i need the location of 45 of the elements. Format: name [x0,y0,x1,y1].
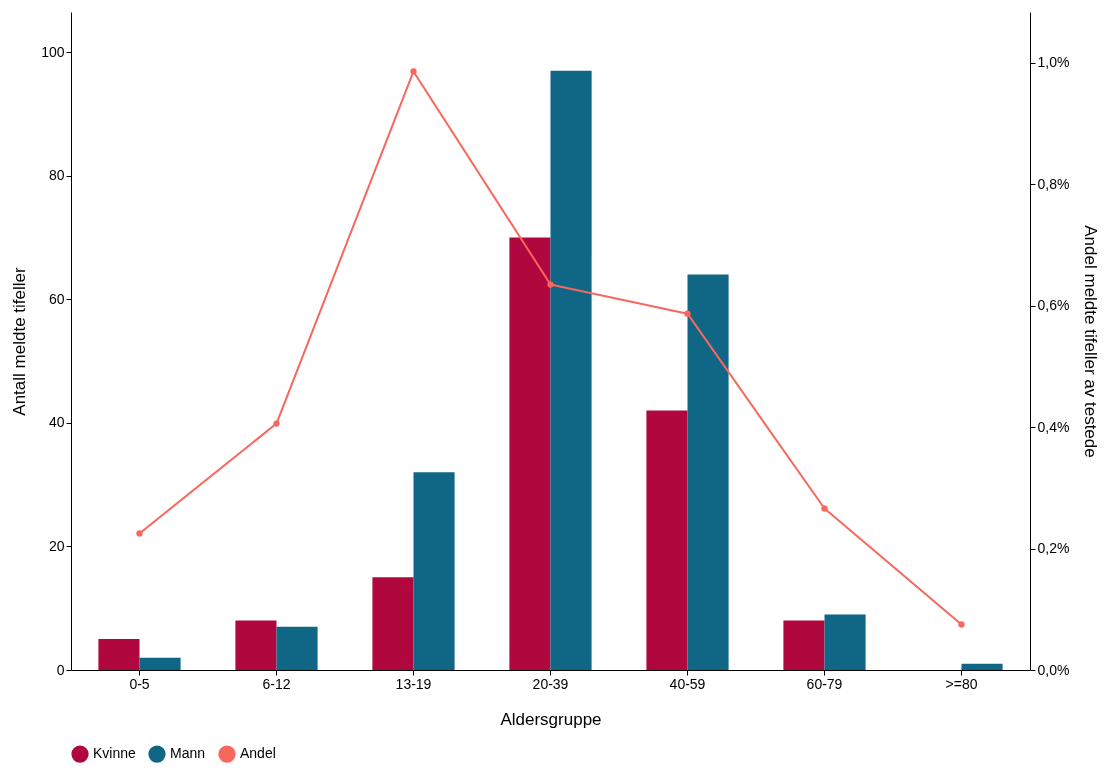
bar [98,639,140,670]
point [958,621,965,628]
x-tick-label: 20-39 [532,675,569,692]
bar [372,577,414,670]
bar [276,626,318,670]
y2-tick-label: 0,0% [1037,661,1070,678]
y2-tick-label: 0,2% [1037,540,1070,557]
bar [139,657,181,670]
y-axis-title: Antall meldte tifeller [10,266,30,416]
y2-tick-label: 0,8% [1037,175,1070,192]
y-tick-label: 80 [48,167,65,184]
bar [687,274,729,670]
point [547,281,554,288]
x-tick-label: 6-12 [262,675,291,692]
legend-label: Kvinne [93,745,137,762]
y-tick-label: 0 [56,661,65,678]
bar [413,472,455,670]
point [136,530,143,537]
x-axis-title: Aldersgruppe [500,709,602,729]
legend-label: Mann [170,745,206,762]
y2-tick-label: 1,0% [1037,54,1070,71]
bar [783,620,825,670]
bar [824,614,866,670]
bar [646,410,688,670]
y-tick-label: 20 [48,537,65,554]
legend-label: Andel [240,745,276,762]
x-tick-label: 40-59 [669,675,706,692]
x-tick-label: 13-19 [395,675,432,692]
bar [235,620,277,670]
x-tick-label: >=80 [945,675,978,692]
y-tick-label: 40 [48,414,65,431]
x-tick-label: 0-5 [129,675,150,692]
bar [961,663,1003,670]
point [821,505,828,512]
x-tick-label: 60-79 [806,675,843,692]
bar [550,70,592,670]
y2-tick-label: 0,4% [1037,418,1070,435]
point [410,68,417,75]
bar [509,237,551,670]
point [273,420,280,427]
y2-axis-title: Andel meldte tifeller av testede [1081,225,1101,458]
y-tick-label: 60 [48,290,65,307]
y2-tick-label: 0,6% [1037,297,1070,314]
y-tick-label: 100 [41,43,65,60]
point [684,310,691,317]
